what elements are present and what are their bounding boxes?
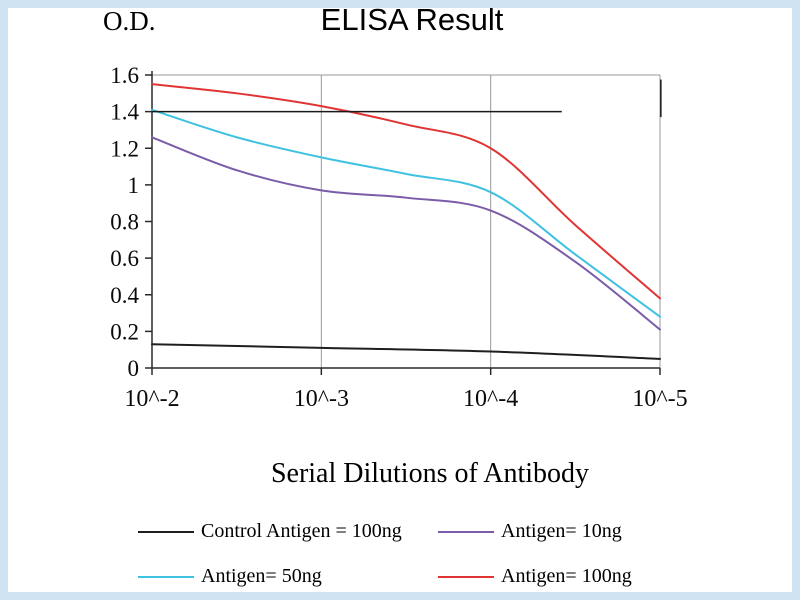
y-tick-label: 1.2 — [110, 136, 139, 161]
legend-label: Antigen= 100ng — [501, 565, 632, 587]
series-line-antigen-50ng — [151, 108, 661, 318]
line-chart: 0 0.2 0.4 0.6 0.8 1 1.2 1.4 1.6 10^-2 10^-3 10^-4 10… — [110, 63, 687, 412]
legend-item-antigen-10ng: Antigen= 10ng — [438, 520, 718, 543]
legend-item-control-antigen-100ng: Control Antigen = 100ng — [138, 520, 438, 543]
x-axis-title: Serial Dilutions of Antibody — [270, 458, 590, 489]
chart-title: ELISA Result — [320, 2, 504, 37]
legend-line-swatch — [438, 575, 494, 578]
series-line-control-antigen-100ng — [151, 343, 661, 360]
legend-line-swatch — [138, 530, 194, 533]
legend-label: Antigen= 50ng — [201, 565, 322, 587]
x-tick-label: 10^-3 — [294, 386, 349, 412]
y-tick-label: 1.4 — [110, 100, 139, 125]
y-tick-label: 0.4 — [110, 283, 139, 308]
chart-legend: Control Antigen = 100ng Antigen= 10ng Anti… — [138, 520, 718, 588]
series-line-antigen-100ng — [151, 83, 661, 300]
legend-label: Antigen= 10ng — [501, 520, 622, 542]
legend-item-antigen-50ng: Antigen= 50ng — [138, 565, 438, 588]
legend-item-antigen-100ng: Antigen= 100ng — [438, 565, 718, 588]
y-tick-label: 0.8 — [110, 210, 139, 235]
y-tick-label: 0 — [128, 356, 140, 381]
series-line-antigen-10ng — [151, 136, 661, 331]
y-tick-label: 1 — [128, 173, 140, 198]
x-tick-label: 10^-5 — [632, 386, 687, 412]
x-tick-label: 10^-4 — [463, 386, 518, 412]
y-axis-title: O.D. — [103, 6, 156, 36]
legend-line-swatch — [438, 530, 494, 533]
legend-line-swatch — [138, 575, 194, 578]
x-tick-label: 10^-2 — [124, 386, 179, 412]
y-tick-label: 1.6 — [110, 63, 139, 88]
y-tick-label: 0.2 — [110, 319, 139, 344]
y-tick-label: 0.6 — [110, 246, 139, 271]
legend-label: Control Antigen = 100ng — [201, 520, 402, 542]
